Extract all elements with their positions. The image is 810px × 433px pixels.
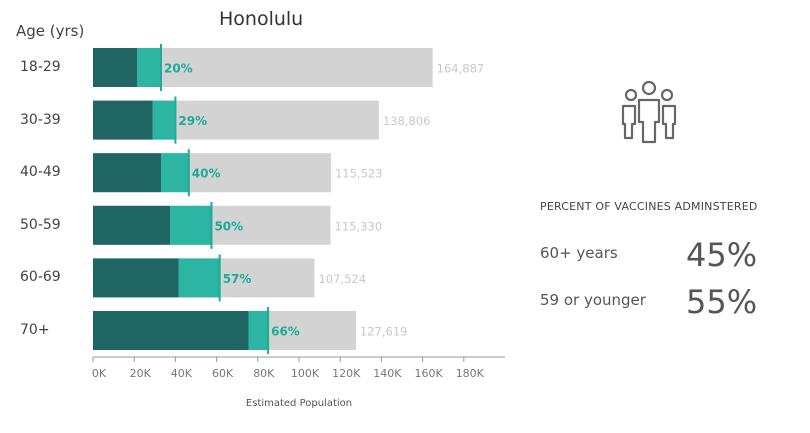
percent-label: 66% xyxy=(271,325,300,339)
vaccinated-teal-bar xyxy=(160,153,189,193)
x-axis-label: Estimated Population xyxy=(246,398,352,409)
vaccinated-dark-bar xyxy=(93,48,138,87)
age-group-label: 70+ xyxy=(20,322,50,338)
age-group-label: 50-59 xyxy=(20,216,61,233)
percent-label: 40% xyxy=(192,167,221,181)
x-tick-label: 160K xyxy=(414,367,443,380)
vaccinated-dark-bar xyxy=(93,153,161,193)
x-tick-label: 120K xyxy=(332,367,361,380)
bar-chart: 20% 164,887 29% 138,806 40% 115,523 50% 115,330… xyxy=(92,44,505,409)
population-label: 115,330 xyxy=(335,219,383,233)
people-group-icon xyxy=(621,80,677,144)
stat-value-59-younger: 55% xyxy=(686,283,758,321)
vaccinated-teal-bar xyxy=(170,205,212,245)
x-tick-label: 180K xyxy=(456,367,485,380)
side-panel-heading: PERCENT OF VACCINES ADMINSTERED xyxy=(540,200,758,213)
x-tick-label: 100K xyxy=(291,367,320,380)
chart-title: Honolulu xyxy=(219,8,304,30)
population-label: 164,887 xyxy=(437,62,485,76)
vaccinated-teal-bar xyxy=(178,258,220,298)
age-group-label: 60-69 xyxy=(20,269,61,286)
age-group-label: 40-49 xyxy=(20,164,61,181)
row-header: Age (yrs) xyxy=(16,22,85,40)
stat-value-60-plus: 45% xyxy=(686,236,758,274)
age-group-label: 18-29 xyxy=(20,59,61,75)
vaccinated-teal-bar xyxy=(137,48,161,87)
x-tick-label: 0K xyxy=(92,367,107,380)
vaccinated-dark-bar xyxy=(93,205,171,245)
population-label: 107,524 xyxy=(318,272,366,286)
stat-label-60-plus: 60+ years xyxy=(540,244,618,262)
population-label: 115,523 xyxy=(335,167,383,181)
x-tick-label: 80K xyxy=(253,367,275,380)
percent-label: 20% xyxy=(164,62,193,76)
x-tick-label: 20K xyxy=(130,367,152,380)
stat-label-59-younger: 59 or younger xyxy=(540,291,646,309)
percent-label: 29% xyxy=(178,114,207,128)
x-tick-label: 40K xyxy=(171,367,193,380)
vaccinated-teal-bar xyxy=(152,100,176,140)
population-label: 127,619 xyxy=(360,325,408,339)
x-tick-label: 60K xyxy=(212,367,234,380)
vaccinated-dark-bar xyxy=(93,258,179,298)
percent-label: 50% xyxy=(214,219,243,233)
x-tick-label: 140K xyxy=(373,367,402,380)
percent-label: 57% xyxy=(223,272,252,286)
vaccinated-dark-bar xyxy=(93,100,153,140)
population-label: 138,806 xyxy=(383,114,431,128)
vaccinated-teal-bar xyxy=(248,311,269,350)
vaccinated-dark-bar xyxy=(93,311,249,350)
age-group-label: 30-39 xyxy=(20,111,61,128)
